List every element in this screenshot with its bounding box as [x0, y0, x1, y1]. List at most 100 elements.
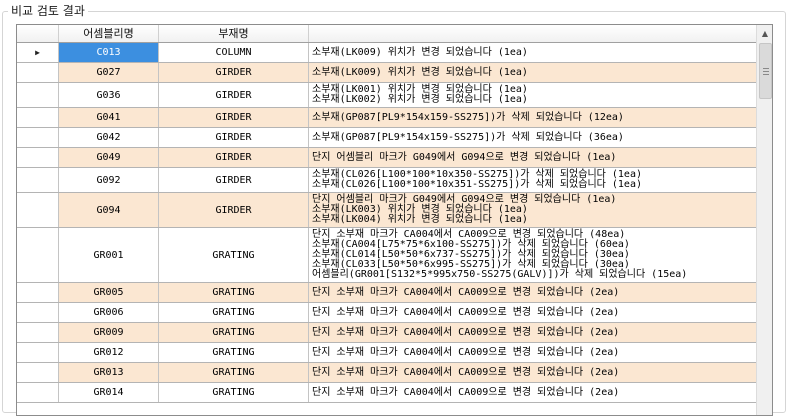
comparison-grid[interactable]: 어셈블리명 부재명 ▶ C013 COLUMN 소부재(LK009) 위치가 변경 되… — [16, 24, 773, 416]
table-row[interactable]: G049 GIRDER 단지 어셈블리 마크가 G049에서 G094으로 변경 되… — [17, 148, 756, 168]
row-header[interactable] — [17, 323, 59, 342]
result-line: 소부재(GP087[PL9*154x159-SS275])가 삭제 되었습니다 … — [312, 131, 624, 143]
row-header[interactable] — [17, 283, 59, 302]
cell-member[interactable]: GRATING — [159, 343, 309, 362]
cell-member[interactable]: GIRDER — [159, 63, 309, 82]
cell-result[interactable]: 단지 어셈블리 마크가 G049에서 G094으로 변경 되었습니다 (1ea)… — [309, 193, 756, 227]
result-line: 단지 소부재 마크가 CA004에서 CA009으로 변경 되었습니다 (48e… — [312, 229, 626, 240]
row-header[interactable] — [17, 108, 59, 127]
cell-result[interactable]: 소부재(LK009) 위치가 변경 되었습니다 (1ea) — [309, 63, 756, 82]
row-header[interactable] — [17, 128, 59, 147]
cell-assembly[interactable]: G094 — [59, 193, 159, 227]
table-row[interactable]: G092 GIRDER 소부재(CL026[L100*100*10x350-SS27… — [17, 168, 756, 193]
vertical-scrollbar[interactable]: ▲ — [756, 25, 772, 415]
cell-result[interactable]: 단지 소부재 마크가 CA004에서 CA009으로 변경 되었습니다 (48e… — [309, 228, 756, 282]
cell-result[interactable]: 단지 소부재 마크가 CA004에서 CA009으로 변경 되었습니다 (2ea… — [309, 383, 756, 402]
row-header[interactable]: ▶ — [17, 43, 59, 62]
row-header[interactable] — [17, 193, 59, 227]
cell-assembly[interactable]: GR005 — [59, 283, 159, 302]
result-line: 소부재(LK009) 위치가 변경 되었습니다 (1ea) — [312, 46, 528, 58]
table-row[interactable]: ▶ C013 COLUMN 소부재(LK009) 위치가 변경 되었습니다 (1ea) — [17, 43, 756, 63]
table-row[interactable]: G041 GIRDER 소부재(GP087[PL9*154x159-SS275])가… — [17, 108, 756, 128]
cell-assembly[interactable]: GR006 — [59, 303, 159, 322]
cell-member[interactable]: GRATING — [159, 323, 309, 342]
row-header[interactable] — [17, 383, 59, 402]
cell-assembly[interactable]: GR001 — [59, 228, 159, 282]
cell-member[interactable]: COLUMN — [159, 43, 309, 62]
table-row[interactable]: GR006 GRATING 단지 소부재 마크가 CA004에서 CA009으로 변… — [17, 303, 756, 323]
cell-assembly[interactable]: GR014 — [59, 383, 159, 402]
grip-icon — [762, 67, 769, 75]
cell-member[interactable]: GIRDER — [159, 148, 309, 167]
cell-assembly[interactable]: GR013 — [59, 363, 159, 382]
table-row[interactable]: GR014 GRATING 단지 소부재 마크가 CA004에서 CA009으로 변… — [17, 383, 756, 403]
cell-member[interactable]: GIRDER — [159, 128, 309, 147]
result-line: 소부재(LK004) 위치가 변경 되었습니다 (1ea) — [312, 214, 528, 225]
result-line: 소부재(LK009) 위치가 변경 되었습니다 (1ea) — [312, 66, 528, 78]
cell-member[interactable]: GIRDER — [159, 168, 309, 192]
scrollbar-thumb[interactable] — [759, 43, 772, 99]
row-header[interactable] — [17, 363, 59, 382]
cell-result[interactable]: 소부재(GP087[PL9*154x159-SS275])가 삭제 되었습니다 … — [309, 128, 756, 147]
cell-member[interactable]: GRATING — [159, 283, 309, 302]
row-header[interactable] — [17, 63, 59, 82]
result-line: 단지 어셈블리 마크가 G049에서 G094으로 변경 되었습니다 (1ea) — [312, 151, 617, 163]
cell-member[interactable]: GIRDER — [159, 108, 309, 127]
table-row[interactable]: G094 GIRDER 단지 어셈블리 마크가 G049에서 G094으로 변경 되… — [17, 193, 756, 228]
table-row[interactable]: GR001 GRATING 단지 소부재 마크가 CA004에서 CA009으로 변… — [17, 228, 756, 283]
cell-result[interactable]: 소부재(LK009) 위치가 변경 되었습니다 (1ea) — [309, 43, 756, 62]
result-line: 소부재(CL014[L50*50*6x737-SS275])가 삭제 되었습니다… — [312, 249, 630, 260]
cell-result[interactable]: 단지 어셈블리 마크가 G049에서 G094으로 변경 되었습니다 (1ea) — [309, 148, 756, 167]
cell-member[interactable]: GRATING — [159, 228, 309, 282]
result-line: 어셈블리(GR001[S132*5*995x750-SS275(GALV)])가… — [312, 269, 688, 280]
cell-result[interactable]: 단지 소부재 마크가 CA004에서 CA009으로 변경 되었습니다 (2ea… — [309, 303, 756, 322]
column-header-result[interactable] — [309, 25, 756, 42]
cell-result[interactable]: 단지 소부재 마크가 CA004에서 CA009으로 변경 되었습니다 (2ea… — [309, 323, 756, 342]
cell-member[interactable]: GIRDER — [159, 193, 309, 227]
cell-member[interactable]: GIRDER — [159, 83, 309, 107]
result-line: 소부재(LK002) 위치가 변경 되었습니다 (1ea) — [312, 94, 528, 105]
cell-result[interactable]: 소부재(LK001) 위치가 변경 되었습니다 (1ea) 소부재(LK002) … — [309, 83, 756, 107]
row-header[interactable] — [17, 83, 59, 107]
table-row[interactable]: GR005 GRATING 단지 소부재 마크가 CA004에서 CA009으로 변… — [17, 283, 756, 303]
table-row[interactable]: G042 GIRDER 소부재(GP087[PL9*154x159-SS275])가… — [17, 128, 756, 148]
result-line: 소부재(GP087[PL9*154x159-SS275])가 삭제 되었습니다 … — [312, 111, 624, 123]
group-title: 비교 검토 결과 — [8, 3, 88, 19]
cell-assembly[interactable]: G027 — [59, 63, 159, 82]
cell-result[interactable]: 소부재(CL026[L100*100*10x350-SS275])가 삭제 되었… — [309, 168, 756, 192]
cell-assembly[interactable]: GR012 — [59, 343, 159, 362]
cell-result[interactable]: 소부재(GP087[PL9*154x159-SS275])가 삭제 되었습니다 … — [309, 108, 756, 127]
cell-assembly[interactable]: G042 — [59, 128, 159, 147]
cell-result[interactable]: 단지 소부재 마크가 CA004에서 CA009으로 변경 되었습니다 (2ea… — [309, 283, 756, 302]
row-header[interactable] — [17, 228, 59, 282]
table-row[interactable]: G027 GIRDER 소부재(LK009) 위치가 변경 되었습니다 (1ea) — [17, 63, 756, 83]
table-row[interactable]: GR009 GRATING 단지 소부재 마크가 CA004에서 CA009으로 변… — [17, 323, 756, 343]
current-row-arrow-icon: ▶ — [35, 48, 40, 57]
result-line: 소부재(CL026[L100*100*10x351-SS275])가 삭제 되었… — [312, 179, 642, 190]
cell-assembly[interactable]: G036 — [59, 83, 159, 107]
result-line: 단지 소부재 마크가 CA004에서 CA009으로 변경 되었습니다 (2ea… — [312, 386, 620, 398]
scroll-up-button[interactable]: ▲ — [757, 25, 772, 42]
column-header-assembly[interactable]: 어셈블리명 — [59, 25, 159, 42]
cell-assembly[interactable]: G041 — [59, 108, 159, 127]
cell-assembly[interactable]: G092 — [59, 168, 159, 192]
row-header[interactable] — [17, 168, 59, 192]
table-row[interactable]: GR012 GRATING 단지 소부재 마크가 CA004에서 CA009으로 변… — [17, 343, 756, 363]
cell-assembly[interactable]: G049 — [59, 148, 159, 167]
cell-member[interactable]: GRATING — [159, 303, 309, 322]
cell-assembly[interactable]: GR009 — [59, 323, 159, 342]
column-header-member[interactable]: 부재명 — [159, 25, 309, 42]
row-header-corner[interactable] — [17, 25, 59, 42]
table-row[interactable]: G036 GIRDER 소부재(LK001) 위치가 변경 되었습니다 (1ea) 소… — [17, 83, 756, 108]
cell-assembly[interactable]: C013 — [59, 43, 159, 62]
cell-result[interactable]: 단지 소부재 마크가 CA004에서 CA009으로 변경 되었습니다 (2ea… — [309, 343, 756, 362]
result-line: 단지 소부재 마크가 CA004에서 CA009으로 변경 되었습니다 (2ea… — [312, 306, 620, 318]
grid-body: ▶ C013 COLUMN 소부재(LK009) 위치가 변경 되었습니다 (1ea)… — [17, 43, 756, 403]
cell-member[interactable]: GRATING — [159, 363, 309, 382]
table-row[interactable]: GR013 GRATING 단지 소부재 마크가 CA004에서 CA009으로 변… — [17, 363, 756, 383]
cell-result[interactable]: 단지 소부재 마크가 CA004에서 CA009으로 변경 되었습니다 (2ea… — [309, 363, 756, 382]
cell-member[interactable]: GRATING — [159, 383, 309, 402]
row-header[interactable] — [17, 148, 59, 167]
row-header[interactable] — [17, 303, 59, 322]
row-header[interactable] — [17, 343, 59, 362]
